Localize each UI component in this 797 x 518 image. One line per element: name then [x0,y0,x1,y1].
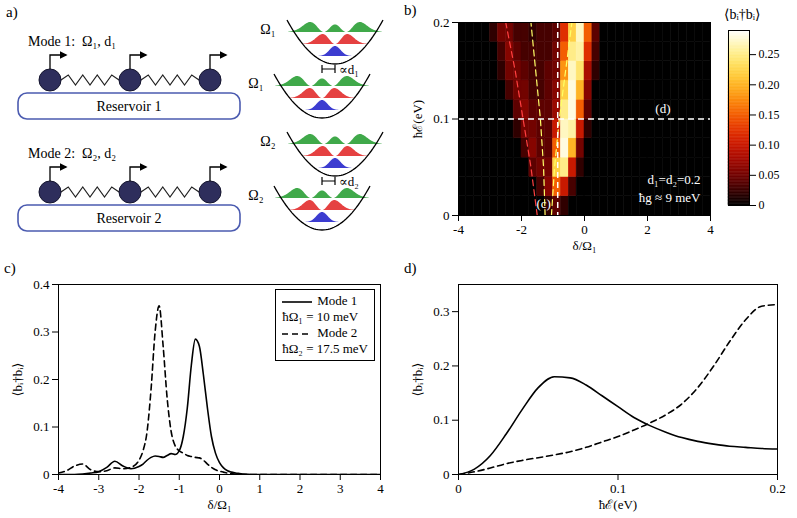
svg-text:∝d₂: ∝d₂ [339,174,359,189]
svg-text:0: 0 [443,208,450,223]
svg-text:⟨bᵢ†bᵢ⟩: ⟨bᵢ†bᵢ⟩ [10,363,25,397]
svg-text:0: 0 [216,481,223,496]
svg-text:0: 0 [759,198,765,212]
html-text:c): c) [4,260,16,276]
html-text:d): d) [404,260,417,276]
svg-text:0.25: 0.25 [759,47,780,61]
svg-text:⟨bᵢ†bᵢ⟩: ⟨bᵢ†bᵢ⟩ [410,363,425,397]
svg-text:0.1: 0.1 [433,111,449,126]
svg-text:0.1: 0.1 [610,481,626,496]
svg-text:4: 4 [707,222,714,237]
svg-text:-1: -1 [174,481,185,496]
svg-text:Mode 1: Ω₁, d₁: Mode 1: Ω₁, d₁ [28,34,116,49]
svg-text:0.10: 0.10 [759,138,780,152]
svg-text:Ω₁: Ω₁ [260,22,275,37]
svg-text:ħℰ(eV): ħℰ(eV) [410,100,425,138]
svg-text:0.4: 0.4 [33,277,50,292]
svg-text:ħℰ(eV): ħℰ(eV) [599,497,637,512]
html-text:b): b) [404,2,417,18]
svg-text:0: 0 [443,467,450,482]
svg-text:Ω₂: Ω₂ [248,188,263,203]
svg-text:0.1: 0.1 [33,419,49,434]
svg-text:0: 0 [581,222,588,237]
svg-text:2: 2 [297,481,304,496]
svg-text:(c): (c) [537,196,551,211]
svg-text:Ω₁: Ω₁ [248,76,263,91]
svg-text:0: 0 [43,467,50,482]
svg-text:-4: -4 [453,222,464,237]
html-text:⟨bᵢ†bᵢ⟩: ⟨bᵢ†bᵢ⟩ [724,7,761,22]
svg-text:(d): (d) [655,101,670,116]
svg-text:0: 0 [455,481,462,496]
html-text:ħΩ₁ = 10 meV: ħΩ₁ = 10 meV [282,309,359,324]
svg-text:1: 1 [257,481,264,496]
svg-text:δ/Ω₁: δ/Ω₁ [208,497,232,512]
html-text:Mode 2: Mode 2 [317,325,358,340]
svg-text:0.2: 0.2 [433,358,449,373]
svg-text:0.05: 0.05 [759,168,780,182]
svg-text:0.2: 0.2 [33,372,49,387]
svg-text:d₁=d₂=0.2: d₁=d₂=0.2 [648,172,701,187]
svg-text:-2: -2 [516,222,527,237]
svg-text:Mode 2: Ω₂, d₂: Mode 2: Ω₂, d₂ [28,146,116,161]
svg-text:Ω₂: Ω₂ [260,134,275,149]
svg-text:-3: -3 [93,481,104,496]
html-text:Mode 1: Mode 1 [317,293,358,308]
svg-text:δ/Ω₁: δ/Ω₁ [573,238,597,253]
svg-text:0.1: 0.1 [433,412,449,427]
svg-text:-4: -4 [53,481,64,496]
svg-text:Reservoir 2: Reservoir 2 [97,211,162,226]
svg-text:4: 4 [377,481,384,496]
svg-text:0.3: 0.3 [33,324,49,339]
svg-text:2: 2 [644,222,651,237]
svg-text:0.20: 0.20 [759,78,780,92]
svg-text:ħg ≈ 9 meV: ħg ≈ 9 meV [639,190,701,205]
svg-text:∝d₁: ∝d₁ [339,62,359,77]
html-text:ħΩ₂ = 17.5 meV: ħΩ₂ = 17.5 meV [282,341,368,356]
svg-text:Reservoir 1: Reservoir 1 [97,99,162,114]
svg-text:0.2: 0.2 [433,15,449,30]
svg-text:-2: -2 [134,481,145,496]
svg-text:0.2: 0.2 [769,481,785,496]
svg-text:0.3: 0.3 [433,304,449,319]
svg-text:0.15: 0.15 [759,108,780,122]
svg-text:a): a) [6,4,18,21]
svg-text:3: 3 [337,481,344,496]
